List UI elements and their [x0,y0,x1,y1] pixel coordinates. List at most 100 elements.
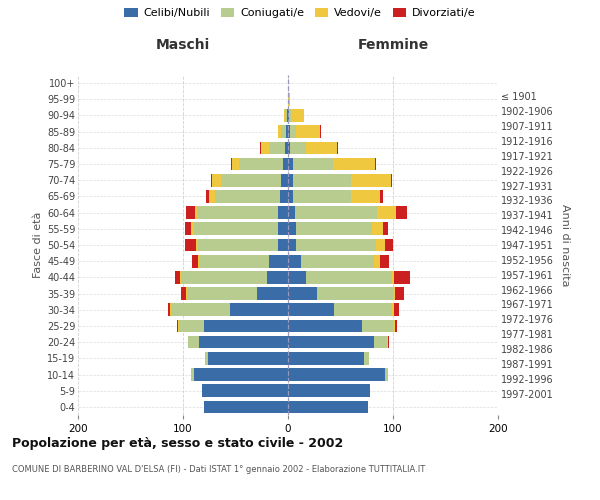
Bar [288,255,301,268]
Bar [277,206,288,219]
Bar [232,158,239,170]
Bar [288,206,295,219]
Bar [351,174,391,186]
Bar [199,336,288,348]
Bar [291,109,304,122]
Bar [206,190,209,202]
Bar [380,255,389,268]
Text: COMUNE DI BARBERINO VAL D'ELSA (FI) - Dati ISTAT 1° gennaio 2002 - Elaborazione : COMUNE DI BARBERINO VAL D'ELSA (FI) - Da… [12,466,425,474]
Bar [186,288,187,300]
Bar [377,206,396,219]
Bar [204,320,288,332]
Bar [179,320,204,332]
Bar [364,352,369,364]
Bar [197,255,199,268]
Bar [257,288,288,300]
Bar [333,158,375,170]
Bar [287,109,288,122]
Bar [180,271,181,283]
Bar [261,142,269,154]
Bar [284,109,285,122]
Bar [193,222,277,235]
Bar [277,126,281,138]
Bar [395,288,404,300]
Bar [202,384,288,397]
Bar [185,238,196,252]
Bar [199,255,269,268]
Bar [385,368,388,381]
Bar [361,320,393,332]
Bar [306,271,392,283]
Bar [351,190,380,202]
Bar [296,222,372,235]
Bar [290,142,306,154]
Bar [295,206,377,219]
Bar [175,271,180,283]
Bar [375,158,376,170]
Bar [170,304,172,316]
Bar [168,304,170,316]
Bar [281,174,288,186]
Bar [392,271,394,283]
Bar [188,336,199,348]
Bar [288,158,293,170]
Bar [289,109,291,122]
Bar [293,158,333,170]
Bar [388,336,389,348]
Bar [374,255,380,268]
Bar [285,109,287,122]
Bar [293,174,351,186]
Bar [172,304,230,316]
Bar [288,93,290,106]
Bar [288,271,306,283]
Bar [267,271,288,283]
Bar [286,126,288,138]
Bar [383,222,388,235]
Bar [181,271,267,283]
Bar [288,238,296,252]
Bar [301,255,374,268]
Bar [215,190,280,202]
Bar [288,126,290,138]
Bar [285,142,288,154]
Bar [394,304,400,316]
Bar [288,142,290,154]
Bar [393,288,395,300]
Bar [396,206,407,219]
Text: Maschi: Maschi [156,38,210,52]
Bar [280,190,288,202]
Bar [288,320,361,332]
Bar [288,368,385,381]
Bar [288,288,317,300]
Bar [277,238,288,252]
Bar [376,238,385,252]
Bar [394,271,410,283]
Bar [306,142,337,154]
Bar [187,288,257,300]
Bar [387,336,388,348]
Bar [296,126,320,138]
Bar [288,336,374,348]
Bar [395,320,397,332]
Bar [385,238,393,252]
Bar [269,142,285,154]
Bar [194,206,197,219]
Bar [288,174,293,186]
Bar [337,142,338,154]
Bar [193,368,288,381]
Bar [269,255,288,268]
Bar [277,222,288,235]
Text: Femmine: Femmine [358,38,428,52]
Y-axis label: Anni di nascita: Anni di nascita [560,204,571,286]
Text: Popolazione per età, sesso e stato civile - 2002: Popolazione per età, sesso e stato civil… [12,438,343,450]
Bar [211,174,212,186]
Bar [290,126,296,138]
Bar [288,352,364,364]
Bar [209,190,215,202]
Bar [293,190,351,202]
Bar [212,174,221,186]
Bar [186,206,194,219]
Bar [181,288,186,300]
Bar [193,255,198,268]
Bar [393,320,395,332]
